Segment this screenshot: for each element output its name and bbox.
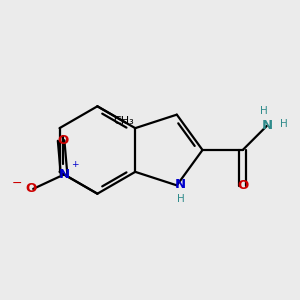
Text: −: −	[11, 177, 22, 190]
Text: CH₃: CH₃	[114, 116, 134, 126]
Text: O: O	[237, 179, 248, 192]
Text: N: N	[58, 168, 70, 181]
Text: H: H	[260, 106, 268, 116]
Text: O: O	[26, 182, 37, 195]
Text: +: +	[71, 160, 78, 169]
Text: N: N	[175, 178, 186, 191]
Text: N: N	[261, 118, 272, 131]
Text: O: O	[57, 134, 68, 147]
Text: H: H	[177, 194, 185, 204]
Text: H: H	[280, 119, 287, 129]
